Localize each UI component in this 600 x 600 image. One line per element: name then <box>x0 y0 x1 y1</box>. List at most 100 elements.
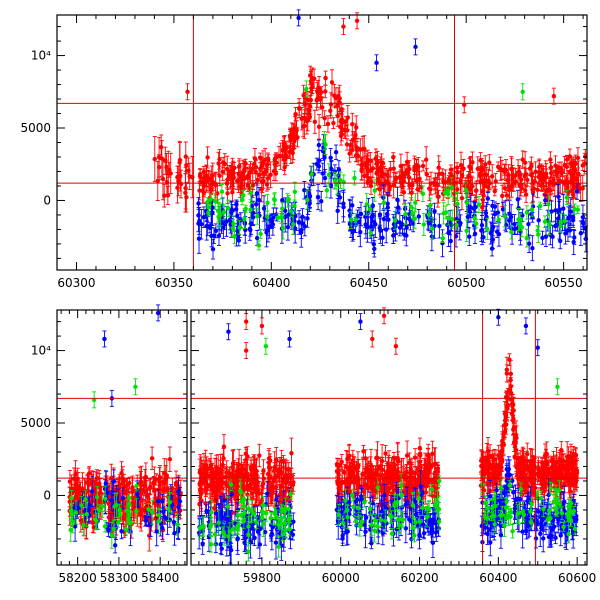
data-point-red <box>504 193 510 198</box>
data-point-green <box>205 200 210 205</box>
data-point-blue <box>197 218 202 224</box>
data-point-green <box>353 217 358 222</box>
data-point-red <box>89 509 95 514</box>
data-point-red <box>307 73 313 78</box>
data-point-red <box>573 161 578 167</box>
data-point-green <box>326 172 332 178</box>
data-point-red <box>572 184 578 189</box>
data-point-blue <box>350 203 355 208</box>
data-point-red <box>175 185 180 191</box>
data-point-blue <box>316 142 322 148</box>
data-point-red <box>409 181 415 187</box>
data-point-red <box>458 178 463 184</box>
data-point-red <box>480 197 486 203</box>
data-point-green <box>520 89 525 94</box>
data-point-green <box>517 221 522 227</box>
data-point-red <box>539 177 544 183</box>
data-point-blue <box>483 210 489 216</box>
data-point-red <box>138 512 143 517</box>
data-point-red <box>329 80 335 85</box>
data-point-red <box>99 491 104 496</box>
data-point-red <box>272 161 278 167</box>
data-point-red <box>201 169 207 175</box>
data-point-green <box>255 214 260 219</box>
data-point-red <box>248 170 253 175</box>
data-point-red <box>265 176 271 181</box>
data-point-green <box>476 202 482 207</box>
data-point-red <box>302 123 307 129</box>
data-point-red <box>230 190 235 195</box>
data-point-red <box>338 124 343 130</box>
data-point-red <box>198 171 203 177</box>
data-point-blue <box>248 221 254 226</box>
data-point-green <box>412 216 417 221</box>
data-point-blue <box>196 201 201 206</box>
data-point-red <box>386 181 391 186</box>
data-point-blue <box>210 246 216 252</box>
data-point-red <box>282 164 287 170</box>
data-point-red <box>106 501 112 507</box>
data-point-blue <box>543 234 549 239</box>
data-point-red <box>322 115 327 121</box>
data-point-green <box>279 215 284 220</box>
data-point-red <box>152 481 157 486</box>
data-point-blue <box>446 230 451 236</box>
data-point-red <box>183 185 188 191</box>
data-point-green <box>364 202 369 207</box>
data-point-red <box>404 159 410 165</box>
data-point-green <box>341 179 346 185</box>
data-point-green <box>450 216 455 222</box>
data-point-blue <box>536 218 541 223</box>
data-point-red <box>569 172 575 177</box>
data-point-red <box>225 166 230 172</box>
data-point-green <box>403 211 408 217</box>
data-point-red <box>142 483 147 489</box>
data-point-red <box>467 164 472 169</box>
data-point-red <box>185 89 190 94</box>
data-point-red <box>217 173 222 179</box>
data-point-red <box>238 177 244 183</box>
data-point-green <box>280 206 285 211</box>
data-point-green <box>575 207 581 212</box>
data-point-red <box>373 156 379 162</box>
data-point-green <box>546 202 551 207</box>
data-point-blue <box>372 246 377 252</box>
data-point-blue <box>242 220 247 225</box>
data-point-green <box>529 207 535 212</box>
data-point-blue <box>320 171 325 176</box>
data-point-blue <box>333 150 339 155</box>
data-point-green <box>208 197 214 202</box>
data-point-red <box>531 186 537 191</box>
data-point-red <box>216 161 221 166</box>
data-point-red <box>245 173 251 179</box>
data-point-blue <box>378 228 383 233</box>
data-point-green <box>392 218 398 223</box>
data-point-blue <box>374 60 379 66</box>
data-point-blue <box>211 233 217 238</box>
data-point-red <box>205 155 210 160</box>
data-point-red <box>347 151 352 156</box>
data-point-red <box>575 155 581 161</box>
data-point-red <box>273 171 279 176</box>
data-point-green <box>420 191 426 196</box>
data-point-blue <box>261 206 267 211</box>
data-point-red <box>333 95 339 101</box>
data-point-red <box>282 155 287 161</box>
data-point-green <box>562 218 567 224</box>
data-point-green <box>463 187 468 193</box>
data-point-red <box>487 160 492 165</box>
data-point-red <box>250 166 255 171</box>
data-point-red <box>548 165 554 170</box>
data-point-red <box>582 161 587 166</box>
data-point-red <box>187 174 192 179</box>
data-point-green <box>502 214 507 219</box>
data-point-red <box>237 164 242 169</box>
data-point-red <box>467 186 472 192</box>
data-point-blue <box>566 215 571 221</box>
data-point-blue <box>370 203 376 208</box>
data-point-red <box>562 181 567 187</box>
data-point-blue <box>496 231 502 237</box>
data-point-blue <box>557 207 562 212</box>
data-point-blue <box>581 221 586 226</box>
